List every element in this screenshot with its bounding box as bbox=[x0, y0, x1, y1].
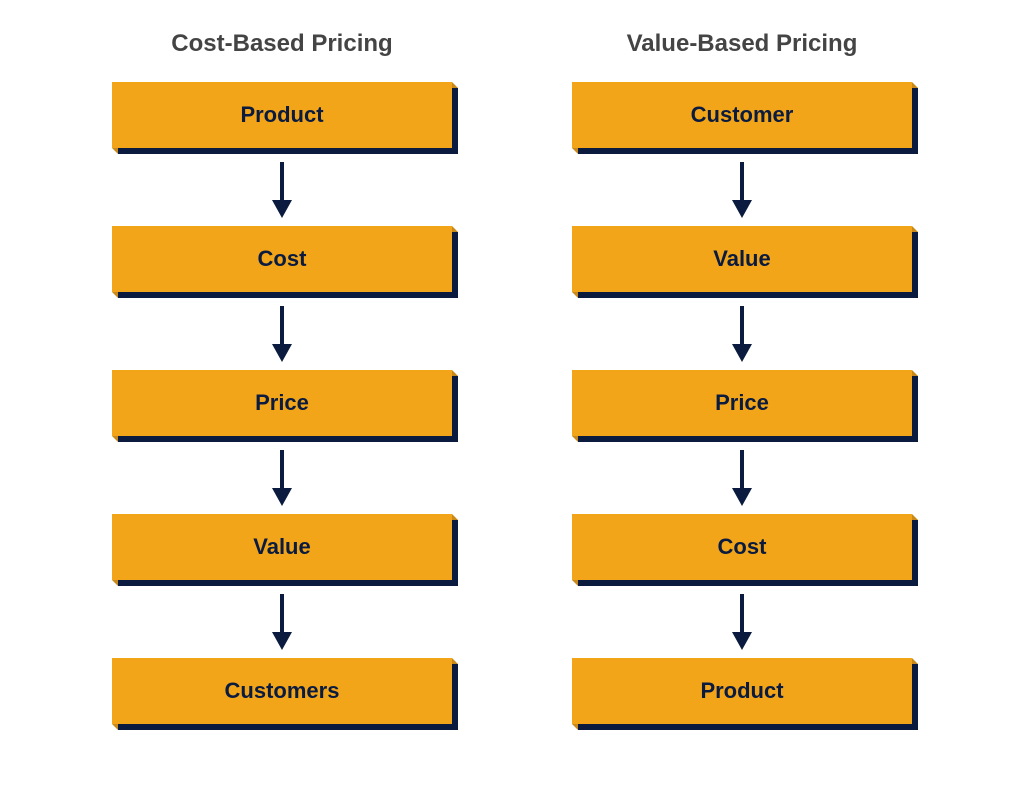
column-title-right: Value-Based Pricing bbox=[627, 30, 858, 58]
arrow-down-icon bbox=[562, 154, 922, 226]
flow-box: Price bbox=[572, 370, 912, 436]
box-label: Value bbox=[713, 246, 770, 272]
box-label: Price bbox=[715, 390, 769, 416]
flow-box: Customer bbox=[572, 82, 912, 148]
arrow-down-icon bbox=[562, 442, 922, 514]
box-label: Value bbox=[253, 534, 310, 560]
flow-box: Cost bbox=[572, 514, 912, 580]
arrow-down-icon bbox=[102, 442, 462, 514]
box-label: Price bbox=[255, 390, 309, 416]
flow-box: Price bbox=[112, 370, 452, 436]
left-column: Cost-Based Pricing Product Cost Price Va… bbox=[102, 30, 462, 775]
flow-box: Product bbox=[572, 658, 912, 724]
box-label: Product bbox=[700, 678, 783, 704]
flow-box: Value bbox=[572, 226, 912, 292]
box-label: Cost bbox=[258, 246, 307, 272]
box-label: Customer bbox=[691, 102, 794, 128]
right-column: Value-Based Pricing Customer Value Price… bbox=[562, 30, 922, 775]
box-label: Product bbox=[240, 102, 323, 128]
flow-box: Customers bbox=[112, 658, 452, 724]
arrow-down-icon bbox=[102, 586, 462, 658]
flow-box: Cost bbox=[112, 226, 452, 292]
column-title-left: Cost-Based Pricing bbox=[171, 30, 392, 58]
arrow-down-icon bbox=[102, 154, 462, 226]
arrow-down-icon bbox=[562, 298, 922, 370]
arrow-down-icon bbox=[562, 586, 922, 658]
flow-box: Value bbox=[112, 514, 452, 580]
box-label: Cost bbox=[718, 534, 767, 560]
box-label: Customers bbox=[225, 678, 340, 704]
flow-box: Product bbox=[112, 82, 452, 148]
arrow-down-icon bbox=[102, 298, 462, 370]
